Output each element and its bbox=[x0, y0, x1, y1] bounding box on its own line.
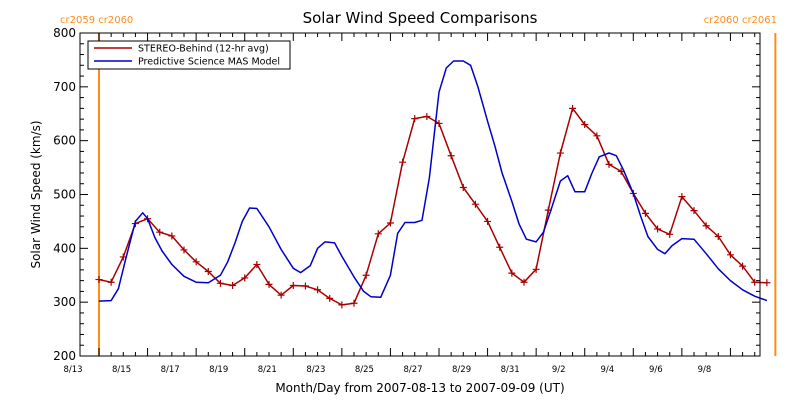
data-point-stereo bbox=[411, 115, 419, 123]
data-point-stereo bbox=[301, 282, 309, 290]
data-point-stereo bbox=[459, 184, 467, 192]
x-tick-label: 8/23 bbox=[306, 365, 325, 375]
y-axis: 200 300 400 500 600 700 800 bbox=[53, 26, 760, 363]
legend-label-stereo: STEREO-Behind (12-hr avg) bbox=[138, 44, 269, 55]
data-point-stereo bbox=[241, 274, 249, 282]
x-tick-label: 8/19 bbox=[209, 365, 228, 375]
data-point-stereo bbox=[435, 119, 443, 127]
series-line-stereo bbox=[98, 107, 767, 306]
data-point-stereo bbox=[641, 209, 649, 217]
data-point-stereo bbox=[556, 149, 564, 157]
data-point-stereo bbox=[386, 219, 394, 227]
y-tick-label: 400 bbox=[53, 241, 76, 255]
data-point-stereo bbox=[423, 112, 431, 120]
data-point-stereo bbox=[314, 286, 322, 294]
x-axis-label: Month/Day from 2007-08-13 to 2007-09-09 … bbox=[275, 381, 564, 395]
x-tick-label: 8/27 bbox=[403, 365, 422, 375]
data-point-stereo bbox=[156, 228, 164, 236]
x-tick-label: 9/6 bbox=[649, 365, 663, 375]
data-point-stereo bbox=[605, 160, 613, 168]
x-tick-label: 8/15 bbox=[112, 365, 131, 375]
data-point-stereo bbox=[265, 280, 273, 288]
x-tick-label: 8/25 bbox=[355, 365, 374, 375]
data-point-stereo bbox=[192, 258, 200, 266]
data-point-stereo bbox=[338, 301, 346, 309]
legend-label-mas-model: Predictive Science MAS Model bbox=[138, 57, 280, 68]
data-point-stereo bbox=[216, 279, 224, 287]
carrington-markers bbox=[98, 33, 777, 356]
chart-title: Solar Wind Speed Comparisons bbox=[303, 9, 538, 27]
y-tick-label: 200 bbox=[53, 349, 76, 363]
y-axis-label: Solar Wind Speed (km/s) bbox=[29, 120, 43, 268]
data-point-stereo bbox=[532, 265, 540, 273]
data-point-stereo bbox=[229, 281, 237, 289]
x-tick-label: 8/31 bbox=[501, 365, 520, 375]
data-point-stereo bbox=[447, 152, 455, 160]
data-point-stereo bbox=[471, 200, 479, 208]
data-point-stereo bbox=[180, 246, 188, 254]
x-axis: 8/13 8/15 8/17 8/19 8/21 8/23 8/25 8/27 8/29 8/31… bbox=[63, 33, 756, 375]
y-tick-label: 700 bbox=[53, 80, 76, 94]
series-layer bbox=[95, 60, 771, 309]
carrington-annotation-left: cr2059 cr2060 bbox=[60, 15, 133, 26]
data-point-stereo bbox=[289, 281, 297, 289]
data-point-stereo bbox=[654, 225, 662, 233]
x-tick-label: 9/4 bbox=[600, 365, 614, 375]
data-point-stereo bbox=[751, 278, 759, 286]
x-tick-label: 9/2 bbox=[552, 365, 566, 375]
data-point-stereo bbox=[593, 132, 601, 140]
data-point-stereo bbox=[666, 230, 674, 238]
y-tick-label: 500 bbox=[53, 188, 76, 202]
x-tick-label: 8/17 bbox=[161, 365, 180, 375]
x-tick-label: 9/8 bbox=[698, 365, 712, 375]
data-point-stereo bbox=[739, 262, 747, 270]
data-point-stereo bbox=[399, 158, 407, 166]
data-point-stereo bbox=[581, 121, 589, 129]
x-tick-label: 8/29 bbox=[452, 365, 471, 375]
data-point-stereo bbox=[726, 251, 734, 259]
data-point-stereo bbox=[204, 267, 212, 275]
carrington-annotation-right: cr2060 cr2061 bbox=[704, 15, 777, 26]
y-tick-label: 800 bbox=[53, 26, 76, 40]
y-tick-label: 300 bbox=[53, 295, 76, 309]
data-point-stereo bbox=[714, 232, 722, 240]
data-point-stereo bbox=[95, 276, 103, 284]
data-point-stereo bbox=[253, 260, 261, 268]
data-point-stereo bbox=[362, 271, 370, 279]
x-tick-label: 8/13 bbox=[63, 365, 82, 375]
data-point-stereo bbox=[326, 294, 334, 302]
data-point-stereo bbox=[569, 104, 577, 112]
legend: STEREO-Behind (12-hr avg) Predictive Sci… bbox=[87, 40, 291, 70]
data-point-stereo bbox=[763, 279, 771, 287]
series-line-mas-model bbox=[98, 60, 768, 302]
data-point-stereo bbox=[496, 243, 504, 251]
data-point-stereo bbox=[374, 230, 382, 238]
data-point-stereo bbox=[107, 278, 115, 286]
data-point-stereo bbox=[350, 299, 358, 307]
data-point-stereo bbox=[508, 269, 516, 277]
data-point-stereo bbox=[168, 232, 176, 240]
legend-box bbox=[87, 40, 291, 70]
data-point-stereo bbox=[702, 222, 710, 230]
data-point-stereo bbox=[520, 278, 528, 286]
x-tick-label: 8/21 bbox=[258, 365, 277, 375]
data-point-stereo bbox=[277, 291, 285, 299]
y-tick-label: 600 bbox=[53, 134, 76, 148]
data-point-stereo bbox=[678, 193, 686, 201]
data-point-stereo bbox=[484, 217, 492, 225]
data-point-stereo bbox=[690, 207, 698, 215]
